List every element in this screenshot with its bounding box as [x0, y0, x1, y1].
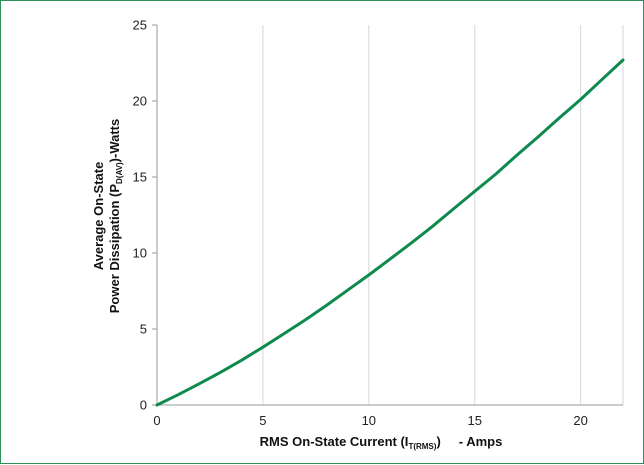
series-line	[157, 60, 623, 405]
y-tick-label: 25	[133, 18, 147, 33]
x-tick-label: 10	[362, 413, 376, 428]
x-tick-label: 15	[467, 413, 481, 428]
axes	[152, 25, 623, 405]
y-axis-title-line1: Average On-State	[91, 162, 106, 271]
y-axis-title-line2: Power Dissipation (PD(AV))-Watts	[107, 119, 124, 314]
x-tick-label: 5	[259, 413, 266, 428]
y-tick-label: 5	[140, 322, 147, 337]
y-tick-labels: 0 5 10 15 20 25	[133, 18, 147, 413]
y-tick-label: 0	[140, 398, 147, 413]
y-tick-label: 10	[133, 246, 147, 261]
x-tick-label: 20	[573, 413, 587, 428]
y-tick-label: 15	[133, 170, 147, 185]
x-tick-labels: 0 5 10 15 20	[153, 413, 587, 428]
x-axis-title: RMS On-State Current (IT(RMS)) - Amps	[260, 434, 503, 451]
grid-lines	[263, 25, 623, 405]
y-tick-label: 20	[133, 94, 147, 109]
y-axis-title: Average On-State Power Dissipation (PD(A…	[91, 119, 124, 314]
x-tick-label: 0	[153, 413, 160, 428]
